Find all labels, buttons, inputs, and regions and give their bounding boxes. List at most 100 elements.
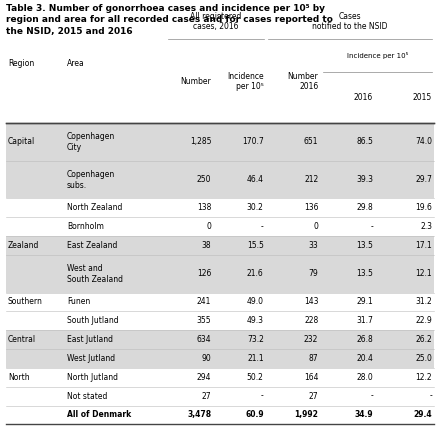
Text: 250: 250 [197, 175, 211, 184]
Text: 26.8: 26.8 [356, 335, 373, 344]
Text: 651: 651 [304, 138, 319, 147]
Text: 138: 138 [197, 203, 211, 212]
Text: 12.1: 12.1 [415, 269, 432, 278]
Text: Central: Central [8, 335, 36, 344]
Text: 50.2: 50.2 [247, 373, 264, 382]
Text: 241: 241 [197, 298, 211, 307]
Text: West Jutland: West Jutland [67, 354, 115, 363]
Text: Funen: Funen [67, 298, 90, 307]
Text: 294: 294 [197, 373, 211, 382]
Text: 87: 87 [309, 354, 319, 363]
Text: -: - [370, 392, 373, 401]
Text: 17.1: 17.1 [415, 241, 432, 250]
Text: 20.4: 20.4 [356, 354, 373, 363]
Text: 79: 79 [308, 269, 319, 278]
Bar [6, 123, 434, 161]
Text: 49.3: 49.3 [247, 316, 264, 326]
Text: 90: 90 [202, 354, 211, 363]
Bar [6, 199, 434, 217]
Text: -: - [261, 392, 264, 401]
Text: Area: Area [67, 59, 85, 68]
Text: Not stated: Not stated [67, 392, 107, 401]
Text: Number: Number [180, 77, 211, 86]
Text: 212: 212 [304, 175, 319, 184]
Text: 13.5: 13.5 [356, 241, 373, 250]
Text: 33: 33 [308, 241, 319, 250]
Text: -: - [261, 222, 264, 231]
Text: 634: 634 [197, 335, 211, 344]
Bar [6, 217, 434, 236]
Text: 228: 228 [304, 316, 319, 326]
Text: 164: 164 [304, 373, 319, 382]
Text: All registered
cases, 2016: All registered cases, 2016 [190, 12, 241, 31]
Text: 1,992: 1,992 [294, 410, 319, 419]
Text: 49.0: 49.0 [247, 298, 264, 307]
Text: 126: 126 [197, 269, 211, 278]
Text: West and
South Zealand: West and South Zealand [67, 264, 123, 284]
Text: 232: 232 [304, 335, 319, 344]
Text: 12.2: 12.2 [415, 373, 432, 382]
Text: 2.3: 2.3 [420, 222, 432, 231]
Bar [6, 405, 434, 424]
Text: North Jutland: North Jutland [67, 373, 118, 382]
Text: 73.2: 73.2 [247, 335, 264, 344]
Text: 31.7: 31.7 [356, 316, 373, 326]
Text: 170.7: 170.7 [242, 138, 264, 147]
Text: 34.9: 34.9 [354, 410, 373, 419]
Text: 2015: 2015 [413, 93, 432, 102]
Text: 1,285: 1,285 [190, 138, 211, 147]
Text: Capital: Capital [8, 138, 35, 147]
Text: South Jutland: South Jutland [67, 316, 119, 326]
Bar [6, 330, 434, 349]
Text: 30.2: 30.2 [247, 203, 264, 212]
Text: 86.5: 86.5 [356, 138, 373, 147]
Text: 27: 27 [309, 392, 319, 401]
Text: Table 3. Number of gonorrhoea cases and incidence per 10⁵ by
region and area for: Table 3. Number of gonorrhoea cases and … [6, 3, 333, 36]
Bar [6, 161, 434, 199]
Text: 13.5: 13.5 [356, 269, 373, 278]
Text: 21.6: 21.6 [247, 269, 264, 278]
Text: 0: 0 [206, 222, 211, 231]
Text: 355: 355 [197, 316, 211, 326]
Text: 25.0: 25.0 [415, 354, 432, 363]
Text: East Jutland: East Jutland [67, 335, 113, 344]
Text: 0: 0 [313, 222, 319, 231]
Bar [6, 236, 434, 255]
Text: 21.1: 21.1 [247, 354, 264, 363]
Text: 136: 136 [304, 203, 319, 212]
Text: Copenhagen
subs.: Copenhagen subs. [67, 169, 115, 190]
Text: 60.9: 60.9 [245, 410, 264, 419]
Text: All of Denmark: All of Denmark [67, 410, 131, 419]
Text: -: - [370, 222, 373, 231]
Text: 26.2: 26.2 [415, 335, 432, 344]
Text: 19.6: 19.6 [415, 203, 432, 212]
Bar [6, 311, 434, 330]
Text: 15.5: 15.5 [247, 241, 264, 250]
Text: Region: Region [8, 59, 34, 68]
Text: 29.7: 29.7 [415, 175, 432, 184]
Text: 29.1: 29.1 [356, 298, 373, 307]
Text: East Zealand: East Zealand [67, 241, 117, 250]
Text: Cases
notified to the NSID: Cases notified to the NSID [312, 12, 388, 31]
Text: 143: 143 [304, 298, 319, 307]
Text: 38: 38 [202, 241, 211, 250]
Text: Number
2016: Number 2016 [288, 71, 319, 91]
Text: 74.0: 74.0 [415, 138, 432, 147]
Text: 3,478: 3,478 [187, 410, 211, 419]
Text: 28.0: 28.0 [356, 373, 373, 382]
Bar [6, 292, 434, 311]
Bar [6, 368, 434, 387]
Text: 31.2: 31.2 [415, 298, 432, 307]
Text: Copenhagen
City: Copenhagen City [67, 132, 115, 152]
Bar [6, 387, 434, 405]
Bar [6, 349, 434, 368]
Text: North Zealand: North Zealand [67, 203, 122, 212]
Text: 39.3: 39.3 [356, 175, 373, 184]
Text: Bornholm: Bornholm [67, 222, 104, 231]
Text: Southern: Southern [8, 298, 43, 307]
Bar [6, 255, 434, 292]
Text: Zealand: Zealand [8, 241, 39, 250]
Text: -: - [429, 392, 432, 401]
Text: 46.4: 46.4 [247, 175, 264, 184]
Text: 22.9: 22.9 [415, 316, 432, 326]
